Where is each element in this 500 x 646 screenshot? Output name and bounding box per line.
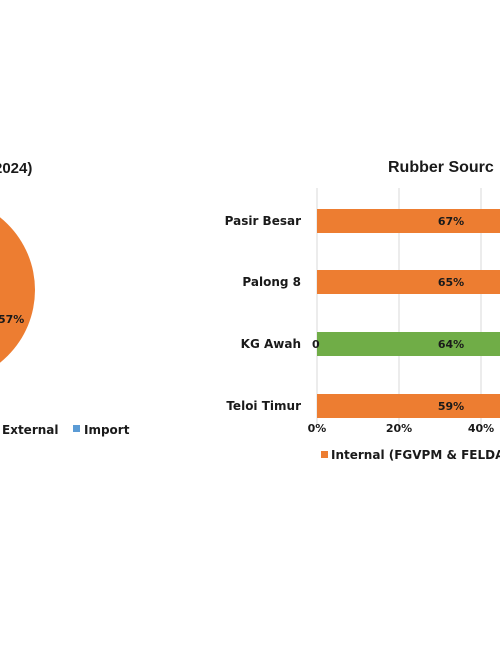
category-label: Teloi Timur: [226, 399, 301, 413]
legend-label-import: Import: [84, 423, 130, 437]
x-axis-ticks: 0% 20% 40%: [308, 422, 495, 435]
bar-data-label: 65%: [438, 276, 464, 289]
bar-pasir-besar: [317, 209, 500, 233]
bar-data-label: 59%: [438, 400, 464, 413]
category-label: KG Awah: [241, 337, 301, 351]
legend-swatch-internal: [321, 451, 328, 458]
pie-title: 2024): [0, 160, 32, 177]
data-labels: 67% 65% 64% 59%: [438, 215, 464, 413]
x-tick-label: 0%: [308, 422, 327, 435]
category-label: Palong 8: [242, 275, 301, 289]
pie-legend: External Import: [2, 423, 130, 437]
legend-label-internal: Internal (FGVPM & FELDA): [331, 448, 500, 462]
legend-label-external: External: [2, 423, 58, 437]
bar-chart: Rubber Sourc Pasir Besar Palong 8 KG Awah T…: [225, 159, 500, 462]
bar-teloi-timur: [317, 394, 500, 418]
category-label: Pasir Besar: [225, 214, 301, 228]
bar-palong-8: [317, 270, 500, 294]
pie-slice-external: [0, 217, 35, 363]
bar-data-label: 64%: [438, 338, 464, 351]
bar-legend: Internal (FGVPM & FELDA): [321, 448, 500, 462]
x-tick-label: 20%: [386, 422, 412, 435]
bars: [317, 209, 500, 418]
pie-label-external: 57%: [0, 313, 24, 326]
extra-data-label: 0: [312, 338, 320, 351]
pie-chart: 2024) 57% External Import: [0, 160, 130, 437]
bar-data-label: 67%: [438, 215, 464, 228]
bar-title: Rubber Sourc: [388, 159, 494, 176]
x-tick-label: 40%: [468, 422, 494, 435]
bar-kg-awah: [317, 332, 500, 356]
category-labels: Pasir Besar Palong 8 KG Awah Teloi Timur: [225, 214, 301, 413]
legend-swatch-import: [73, 425, 80, 432]
